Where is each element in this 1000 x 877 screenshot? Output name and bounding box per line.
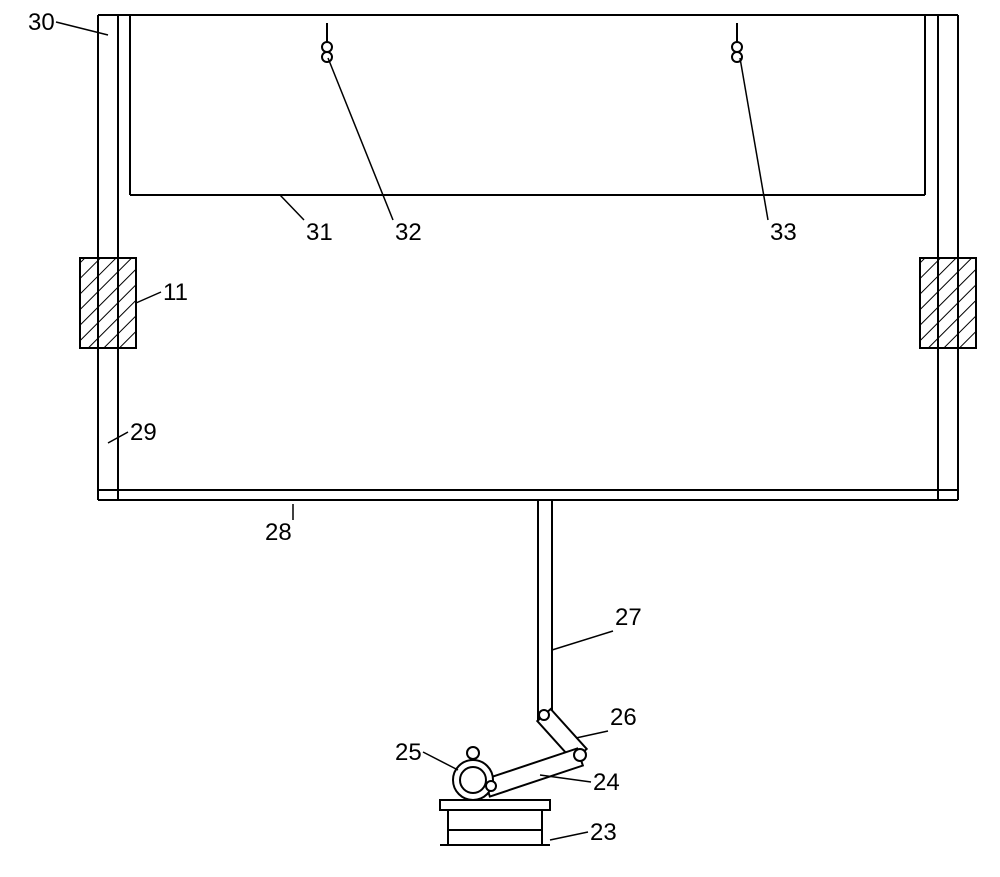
part-label-28: 28 (265, 519, 292, 546)
part-label-30: 30 (28, 9, 55, 36)
part-label-24: 24 (593, 769, 620, 796)
part-label-11: 11 (163, 279, 188, 306)
part-label-23: 23 (590, 819, 617, 846)
part-label-33: 33 (770, 219, 797, 246)
part-label-27: 27 (615, 604, 642, 631)
part-label-31: 31 (306, 219, 333, 246)
part-label-25: 25 (395, 739, 422, 766)
part-label-29: 29 (130, 419, 157, 446)
part-label-26: 26 (610, 704, 637, 731)
part-label-32: 32 (395, 219, 422, 246)
schematic-diagram: 30 11 29 28 31 32 33 27 26 24 25 23 (0, 0, 1000, 877)
